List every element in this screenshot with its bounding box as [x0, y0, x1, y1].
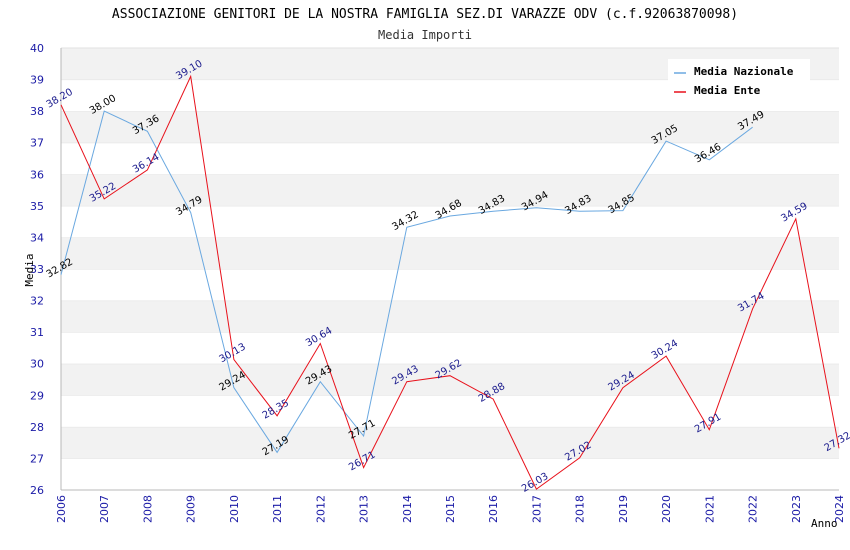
y-tick-label: 40	[30, 42, 44, 55]
x-tick-label: 2016	[487, 495, 500, 523]
y-tick-label: 35	[30, 200, 44, 213]
y-tick-label: 39	[30, 74, 44, 87]
grid-band	[61, 142, 839, 175]
x-tick-label: 2006	[55, 495, 68, 523]
y-tick-label: 29	[30, 389, 44, 402]
x-tick-label: 2020	[660, 495, 673, 523]
grid-band	[61, 174, 839, 206]
x-tick-label: 2014	[401, 495, 414, 523]
grid-band	[61, 332, 839, 364]
x-tick-label: 2009	[185, 495, 198, 523]
grid-band	[61, 395, 839, 427]
x-tick-label: 2023	[790, 495, 803, 523]
grid-band	[61, 426, 839, 459]
grid-band	[61, 363, 839, 396]
x-tick-label: 2013	[358, 495, 371, 523]
x-tick-label: 2007	[98, 495, 111, 523]
x-tick-label: 2010	[228, 495, 241, 523]
grid-band	[61, 205, 839, 238]
y-tick-label: 37	[30, 137, 44, 150]
grid-band	[61, 458, 839, 490]
y-tick-label: 38	[30, 105, 44, 118]
y-tick-label: 31	[30, 326, 44, 339]
x-tick-label: 2019	[617, 495, 630, 523]
y-tick-label: 32	[30, 295, 44, 308]
y-tick-label: 30	[30, 358, 44, 371]
legend-label-nazionale: Media Nazionale	[694, 65, 794, 78]
series-line-ente	[60, 74, 840, 490]
grid-band	[61, 111, 839, 143]
axes	[60, 48, 839, 491]
x-tick-label: 2021	[703, 495, 716, 523]
x-tick-label: 2012	[314, 495, 327, 523]
chart-title: ASSOCIAZIONE GENITORI DE LA NOSTRA FAMIG…	[112, 7, 738, 22]
series-lines	[60, 74, 840, 490]
x-tick-label: 2018	[574, 495, 587, 523]
x-tick-label: 2022	[747, 495, 760, 523]
series-line-nazionale	[60, 110, 753, 454]
y-tick-label: 34	[30, 231, 44, 244]
grid-band	[61, 300, 839, 333]
x-tick-labels: 2006 2007 2008 2009 2010 2011 2012 2013 2014 2015…	[55, 495, 846, 523]
y-axis-label: Media	[23, 253, 36, 286]
y-tick-labels: 26 27 28 29 30 31 32 33 34 35 36 37 38 39 40	[30, 42, 44, 497]
x-axis-label: Anno	[811, 517, 838, 530]
grid-bands	[61, 47, 839, 490]
legend-box	[668, 59, 810, 101]
grid-band	[61, 269, 839, 301]
y-tick-label: 28	[30, 421, 44, 434]
legend-label-ente: Media Ente	[694, 84, 761, 97]
x-tick-label: 2017	[530, 495, 543, 523]
y-tick-label: 27	[30, 452, 44, 465]
grid-band	[61, 237, 839, 269]
x-tick-label: 2011	[271, 495, 284, 523]
chart-subtitle: Media Importi	[378, 28, 472, 42]
x-tick-label: 2008	[141, 495, 154, 523]
x-tick-label: 2015	[444, 495, 457, 523]
y-tick-label: 26	[30, 484, 44, 497]
y-tick-label: 36	[30, 168, 44, 181]
legend: Media Nazionale Media Ente	[668, 59, 810, 101]
y-tick-label: 33	[30, 263, 44, 276]
x-tick-label: 2024	[833, 495, 846, 523]
